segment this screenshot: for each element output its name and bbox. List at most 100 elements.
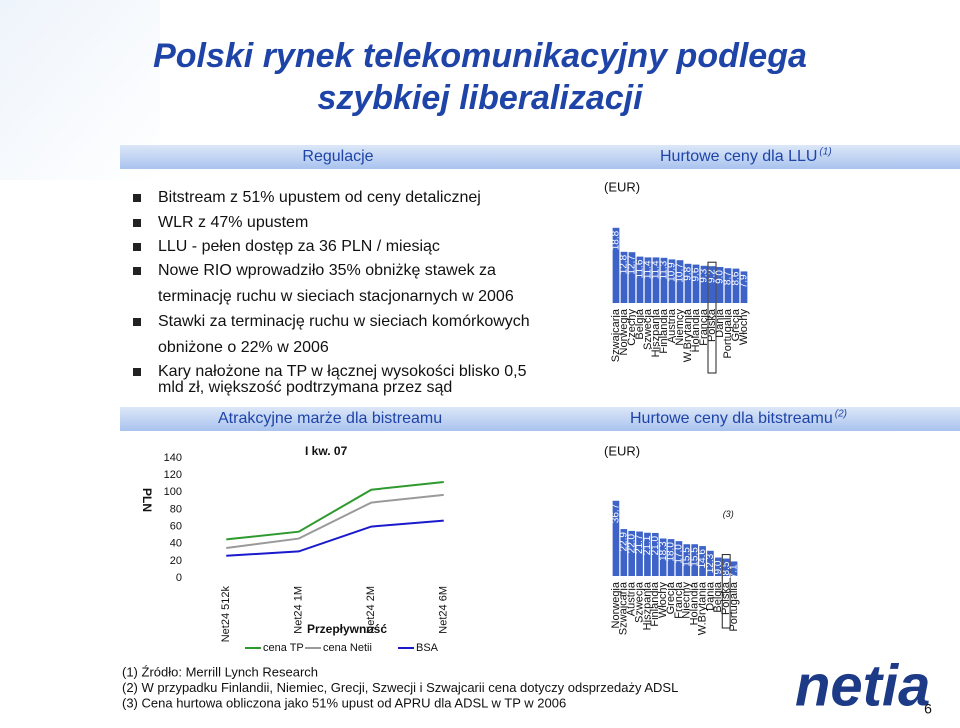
line-series (226, 493, 444, 549)
y-tick-label: 100 (164, 486, 182, 498)
bar (628, 252, 636, 303)
value-label: 11.6 (635, 259, 646, 278)
annotation: (3) (723, 509, 734, 519)
bar (644, 257, 652, 303)
slide-title: Polski rynek telekomunikacyjny podlega (153, 37, 807, 75)
bar (699, 546, 706, 576)
y-tick-label: 0 (176, 572, 182, 584)
bar (620, 251, 628, 303)
bar (740, 271, 748, 303)
category-label: Włochy (738, 309, 750, 346)
bullet-text: mld zł, większość podtrzymana przez sąd (158, 379, 452, 396)
value-label: 10.9 (667, 262, 678, 282)
bar (652, 257, 660, 303)
category-label: Polska (706, 308, 718, 342)
bar (676, 260, 684, 303)
category-label: Holandia (689, 581, 701, 625)
value-label: 21.0 (650, 536, 661, 556)
value-label: 7.1 (729, 564, 740, 578)
bar (659, 538, 667, 576)
bar (636, 531, 643, 576)
bullet-text: terminację ruchu w sieciach stacjonarnyc… (158, 288, 514, 305)
section-title: Hurtowe ceny dla bitstreamu (630, 410, 833, 427)
y-tick-label: 40 (170, 538, 182, 550)
bar (684, 263, 692, 303)
footnote: (3) Cena hurtowa obliczona jako 51% upus… (122, 695, 566, 710)
x-tick-label: Net24 1M (293, 586, 305, 634)
value-label: 9.8 (683, 266, 694, 280)
section-title: Hurtowe ceny dla LLU (660, 148, 817, 165)
footnote: (2) W przypadku Finlandii, Niemiec, Grec… (122, 680, 678, 695)
category-label: Norwegia (610, 581, 622, 628)
bar (620, 529, 628, 576)
category-label: Czechy (626, 309, 638, 346)
category-label: Niemcy (674, 309, 686, 346)
bar (683, 544, 691, 576)
bullet-text: Stawki za terminację ruchu w sieciach ko… (158, 313, 530, 330)
category-label: Austria (666, 308, 678, 343)
category-label: Portugalia (728, 581, 740, 631)
value-label: 8.6 (731, 271, 742, 285)
bullet-marker (133, 318, 141, 326)
bar (715, 557, 722, 576)
value-label: 12.7 (627, 255, 638, 275)
value-label: 7.9 (739, 274, 750, 288)
bullet-text: WLR z 47% upustem (158, 214, 308, 231)
category-label: Francja (673, 581, 685, 619)
value-label: 22.0 (626, 533, 637, 553)
bar (707, 550, 714, 576)
category-label: Dania (704, 581, 716, 611)
y-tick-label: 20 (170, 555, 182, 567)
value-label: 11.3 (659, 260, 670, 279)
bar (730, 561, 738, 576)
category-label: Norwegia (618, 308, 630, 355)
bar (644, 532, 651, 576)
bullet-marker (133, 267, 141, 275)
x-tick-label: Net24 6M (438, 586, 450, 634)
value-label: 12.3 (705, 553, 716, 573)
y-axis-label: PLN (140, 488, 154, 512)
value-label: 9.0 (713, 560, 724, 574)
value-label: 22.9 (618, 532, 629, 552)
category-label: Grecja (730, 308, 742, 341)
value-label: 21.1 (642, 535, 653, 555)
section-note: (2) (835, 409, 847, 420)
category-label: Szwajcaria (618, 581, 630, 635)
unit-label: (EUR) (604, 179, 640, 194)
y-tick-label: 80 (170, 503, 182, 515)
bullet-marker (133, 194, 141, 202)
bar (700, 265, 708, 303)
highlight-box (707, 261, 717, 374)
category-label: Szwecja (642, 308, 654, 350)
section-bar (120, 407, 960, 431)
bar (636, 256, 644, 303)
category-label: Austria (626, 581, 638, 616)
category-label: W.Brytania (696, 581, 708, 635)
category-label: Hiszpania (650, 308, 662, 357)
line-series (226, 481, 444, 541)
bullet-marker (133, 243, 141, 251)
value-label: 11.4 (643, 260, 654, 279)
category-label: Szwecja (633, 581, 645, 623)
bar (668, 259, 676, 303)
highlight-box (721, 554, 731, 629)
legend-label: BSA (416, 642, 439, 654)
bullet-text: Bitstream z 51% upustem od ceny detalicz… (158, 189, 481, 206)
bullet-marker (133, 368, 141, 376)
bar (675, 541, 683, 576)
category-label: Szwajcaria (610, 308, 622, 362)
bar (722, 558, 730, 576)
bullet-text: Nowe RIO wprowadziło 35% obniżkę stawek … (158, 262, 496, 279)
value-label: 15.5 (689, 547, 700, 567)
legend-label: cena TP (263, 642, 304, 654)
category-label: Belgia (712, 581, 724, 612)
value-label: 9.2 (707, 269, 718, 283)
bar (724, 268, 732, 303)
bar (652, 532, 659, 576)
value-label: 11.4 (651, 260, 662, 279)
value-label: 18.3 (658, 541, 669, 561)
bullet-text: LLU - pełen dostęp za 36 PLN / miesiąc (158, 238, 440, 255)
value-label: 12.8 (619, 254, 630, 274)
category-label: W.Brytania (682, 308, 694, 362)
bar (667, 539, 675, 576)
